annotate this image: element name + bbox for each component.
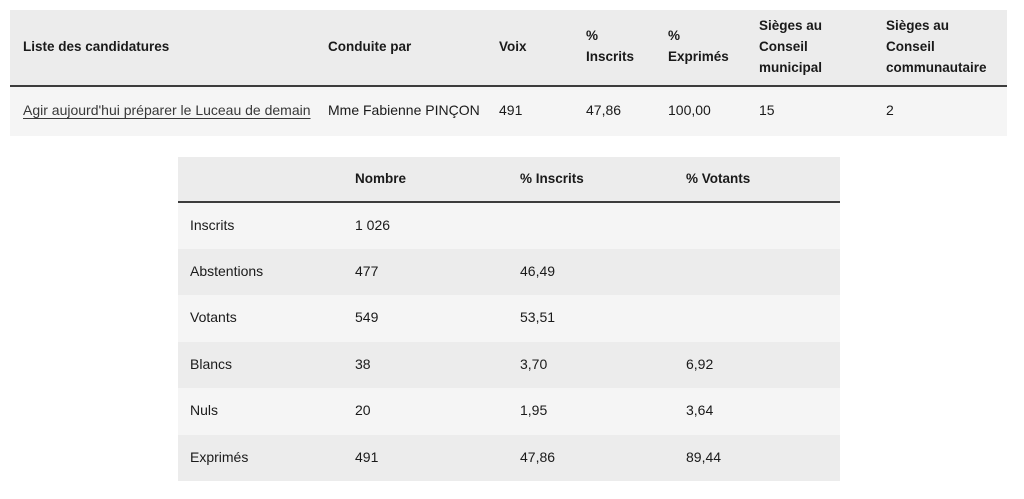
cell-pct-inscrits: 3,70 [520,355,548,372]
header-voix: Voix [486,10,573,87]
header-conduite-par: Conduite par [315,10,486,87]
cell-voix: 491 [499,102,523,119]
header-empty [178,157,343,203]
cell-nombre: 38 [355,355,371,372]
row-nuls: Nuls 20 1,95 3,64 [178,388,840,435]
header-sieges-municipal: Sièges au Conseil municipal [746,10,873,87]
cell-pct-votants [674,249,840,296]
cell-label: Abstentions [190,262,264,279]
row-exprimes: Exprimés 491 47,86 89,44 [178,434,840,481]
header-sieges-communautaire: Sièges au Conseil communautaire [873,10,1007,87]
cell-sieges-communautaire: 2 [886,102,894,119]
cell-nombre: 20 [355,402,371,419]
cell-pct-inscrits: 1,95 [520,402,548,419]
cell-pct-inscrits [508,202,674,249]
header-pct-exprimes: % Exprimés [655,10,746,87]
cell-label: Blancs [190,355,233,372]
header-pct-inscrits: % Inscrits [573,10,655,87]
cell-nombre: 549 [355,309,379,326]
row-votants: Votants 549 53,51 [178,295,840,342]
row-inscrits: Inscrits 1 026 [178,202,840,249]
cell-pct-exprimes: 100,00 [668,102,711,119]
participation-table: Nombre % Inscrits % Votants Inscrits 1 0… [178,157,840,481]
cell-nombre: 491 [355,448,379,465]
cell-label: Exprimés [190,448,249,465]
candidate-row: Agir aujourd'hui préparer le Luceau de d… [10,85,1007,136]
cell-label: Inscrits [190,216,235,233]
cell-pct-votants: 89,44 [686,448,722,465]
cell-pct-votants [674,295,840,342]
candidates-table: Liste des candidatures Conduite par Voix… [10,10,1007,136]
cell-pct-inscrits: 46,49 [520,262,556,279]
header-pct-votants: % Votants [674,157,840,203]
cell-nombre: 1 026 [355,216,391,233]
cell-pct-votants [674,202,840,249]
cell-pct-inscrits: 53,51 [520,309,556,326]
cell-pct-votants: 6,92 [686,355,714,372]
participation-table-container: Nombre % Inscrits % Votants Inscrits 1 0… [178,157,840,481]
cell-pct-inscrits: 47,86 [586,102,622,119]
cell-label: Nuls [190,402,219,419]
participation-header-row: Nombre % Inscrits % Votants [178,157,840,203]
candidates-header-row: Liste des candidatures Conduite par Voix… [10,10,1007,87]
participation-table-body: Inscrits 1 026 Abstentions 477 46,49 Vot… [178,202,840,481]
cell-liste: Agir aujourd'hui préparer le Luceau de d… [10,86,315,136]
row-blancs: Blancs 38 3,70 6,92 [178,341,840,388]
cell-conduite-par: Mme Fabienne PINÇON [328,102,480,119]
cell-sieges-municipal: 15 [759,102,775,119]
candidate-list-link[interactable]: Agir aujourd'hui préparer le Luceau de d… [23,102,311,119]
header-nombre: Nombre [343,157,508,203]
row-abstentions: Abstentions 477 46,49 [178,248,840,296]
cell-pct-inscrits: 47,86 [520,448,556,465]
candidates-table-header: Liste des candidatures Conduite par Voix… [10,10,1007,87]
header-pct-inscrits-2: % Inscrits [508,157,674,203]
cell-pct-votants: 3,64 [686,402,714,419]
participation-table-header: Nombre % Inscrits % Votants [178,157,840,203]
candidates-table-container: Liste des candidatures Conduite par Voix… [10,10,1007,136]
cell-nombre: 477 [355,262,379,279]
candidates-table-body: Agir aujourd'hui préparer le Luceau de d… [10,85,1007,136]
cell-label: Votants [190,309,237,326]
header-liste-des-candidatures: Liste des candidatures [10,10,315,87]
